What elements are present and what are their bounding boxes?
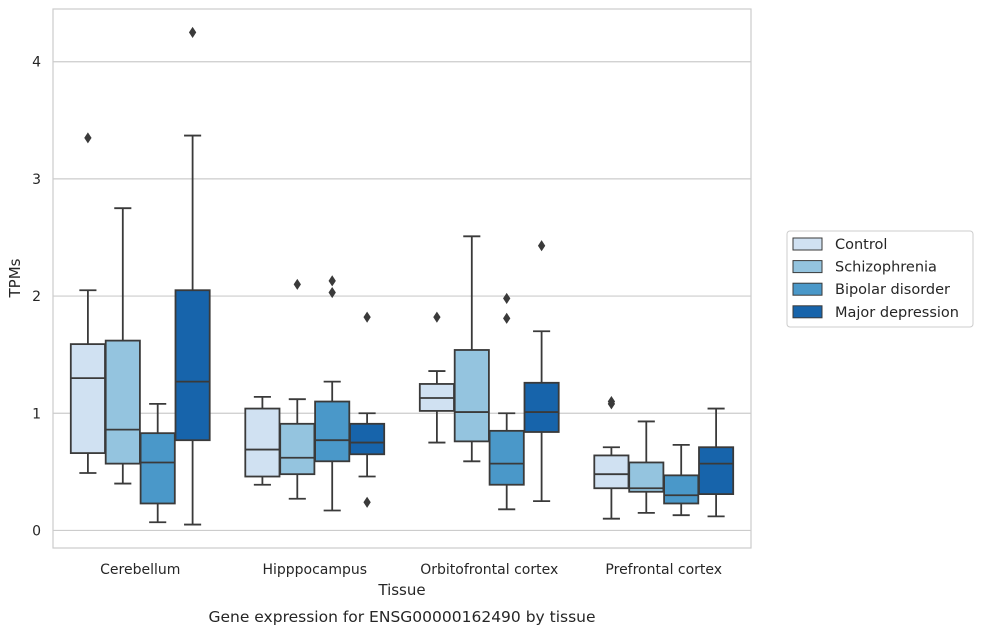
y-tick-label: 0 (32, 523, 41, 539)
box-schizophrenia (279, 278, 316, 500)
box-bipolar-disorder (314, 275, 351, 512)
box-iqr (244, 407, 281, 478)
y-tick-labels: 0 1 2 3 4 (32, 55, 41, 540)
box-bipolar-disorder (139, 402, 176, 524)
outlier-point (503, 312, 511, 324)
x-tick-label: Hipppocampus (262, 562, 367, 578)
box-control (593, 395, 630, 520)
box-iqr (69, 343, 106, 454)
outlier-point (84, 132, 92, 144)
y-tick-label: 3 (32, 172, 41, 188)
y-tick-label: 4 (32, 55, 41, 71)
y-tick-label: 1 (32, 406, 41, 422)
outlier-point (503, 292, 511, 304)
box-iqr (349, 422, 386, 456)
legend-swatch (792, 260, 823, 274)
outlier-point (293, 278, 301, 290)
box-major-depression (174, 26, 211, 526)
legend-label: Bipolar disorder (835, 282, 950, 298)
plot-frame (52, 8, 752, 549)
outlier-point (188, 26, 197, 38)
outlier-point (363, 311, 371, 323)
legend: Control Schizophrenia Bipolar disorder Majo… (786, 230, 974, 328)
legend-label: Major depression (835, 305, 959, 321)
x-axis-label: Tissue (377, 581, 425, 599)
box-iqr (523, 381, 560, 433)
box-iqr (488, 429, 525, 486)
box-iqr (139, 432, 176, 505)
legend-swatch (792, 282, 823, 296)
x-tick-label: Prefrontal cortex (605, 562, 722, 578)
box-iqr (593, 454, 630, 490)
box-major-depression (349, 311, 386, 508)
box-iqr (104, 339, 141, 465)
legend-label: Control (835, 237, 887, 253)
outlier-point (328, 275, 336, 287)
x-tick-labels: Cerebellum Hipppocampus Orbitofrontal cort… (100, 562, 722, 578)
chart-caption: Gene expression for ENSG00000162490 by t… (208, 608, 595, 626)
legend-frame (786, 230, 974, 328)
box-major-depression (523, 240, 560, 503)
box-schizophrenia (104, 207, 141, 485)
outlier-point (607, 395, 616, 408)
box-iqr (174, 289, 211, 442)
x-tick-label: Cerebellum (100, 562, 180, 578)
box-bipolar-disorder (663, 443, 700, 517)
x-tick-label: Orbitofrontal cortex (420, 562, 558, 578)
box-schizophrenia (453, 235, 490, 463)
outlier-point (328, 287, 336, 299)
box-control (244, 395, 281, 486)
box-major-depression (698, 407, 735, 518)
gridlines (53, 61, 751, 532)
box-control (418, 311, 455, 444)
outlier-point (433, 311, 441, 323)
outlier-point (537, 240, 546, 252)
legend-swatch (792, 305, 823, 319)
y-axis-label: TPMs (6, 258, 24, 298)
outlier-point (363, 496, 371, 508)
box-iqr (314, 400, 351, 463)
box-control (69, 132, 106, 474)
legend-label: Schizophrenia (835, 260, 937, 276)
box-bipolar-disorder (488, 292, 525, 511)
box-iqr (453, 349, 490, 443)
box-iqr (628, 461, 665, 493)
legend-swatch (792, 237, 823, 251)
box-schizophrenia (628, 420, 665, 514)
box-iqr (279, 422, 316, 476)
y-tick-label: 2 (32, 289, 41, 305)
box-series (69, 26, 735, 526)
box-iqr (698, 446, 735, 496)
box-iqr (663, 474, 700, 505)
